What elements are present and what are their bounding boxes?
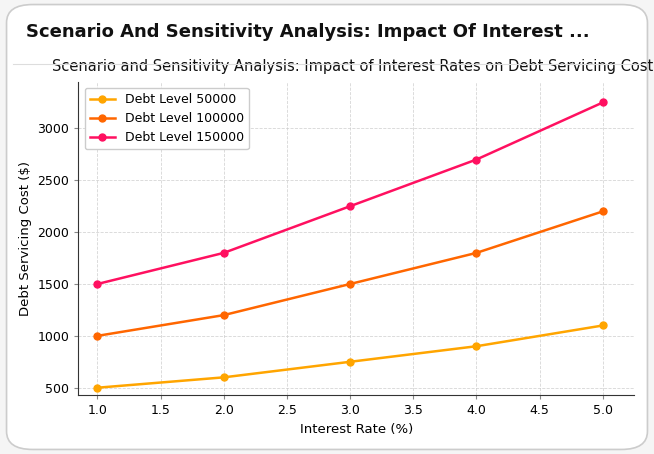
Debt Level 150000 (599, 100, 607, 105)
Debt Level 50000 (94, 385, 101, 390)
Debt Level 150000 (473, 157, 481, 162)
Debt Level 150000 (220, 250, 228, 256)
Line: Debt Level 100000: Debt Level 100000 (94, 208, 606, 339)
Debt Level 100000 (599, 209, 607, 214)
Debt Level 100000 (94, 333, 101, 339)
Debt Level 100000 (473, 250, 481, 256)
Debt Level 150000 (346, 203, 354, 209)
Title: Scenario and Sensitivity Analysis: Impact of Interest Rates on Debt Servicing Co: Scenario and Sensitivity Analysis: Impac… (52, 59, 654, 74)
Text: Scenario And Sensitivity Analysis: Impact Of Interest ...: Scenario And Sensitivity Analysis: Impac… (26, 23, 590, 41)
Line: Debt Level 50000: Debt Level 50000 (94, 322, 606, 391)
Debt Level 100000 (220, 312, 228, 318)
Line: Debt Level 150000: Debt Level 150000 (94, 99, 606, 287)
Debt Level 50000 (599, 323, 607, 328)
Legend: Debt Level 50000, Debt Level 100000, Debt Level 150000: Debt Level 50000, Debt Level 100000, Deb… (85, 88, 249, 149)
Debt Level 100000 (346, 281, 354, 287)
X-axis label: Interest Rate (%): Interest Rate (%) (300, 423, 413, 435)
Debt Level 50000 (220, 375, 228, 380)
Debt Level 50000 (346, 359, 354, 365)
Y-axis label: Debt Servicing Cost ($): Debt Servicing Cost ($) (19, 161, 32, 316)
Debt Level 50000 (473, 344, 481, 349)
Debt Level 150000 (94, 281, 101, 287)
